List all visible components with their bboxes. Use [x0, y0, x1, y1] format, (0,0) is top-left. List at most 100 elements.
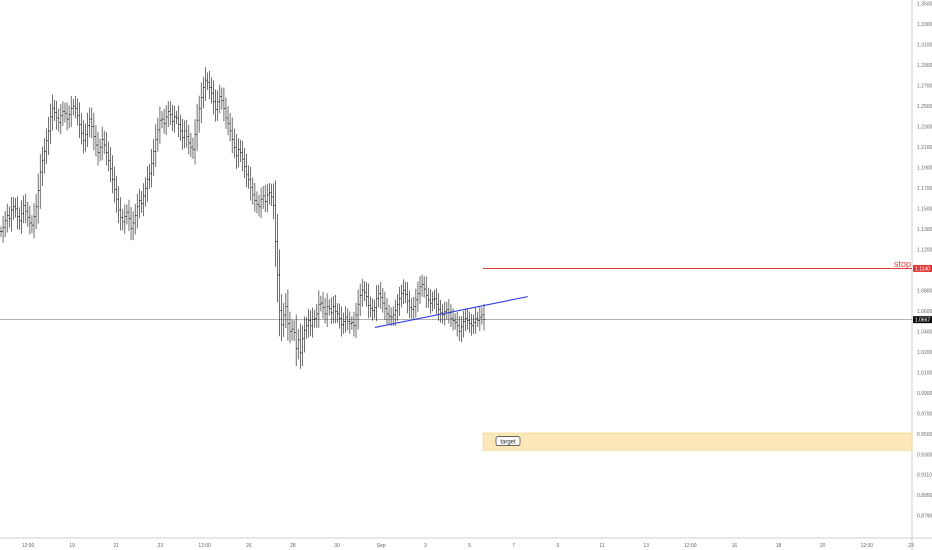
ohlc-bar [187, 124, 190, 155]
y-tick-label: 0.9700 [917, 411, 932, 417]
ohlc-bar [55, 100, 58, 130]
ohlc-bar [390, 307, 393, 326]
ohlc-bar [344, 306, 347, 333]
ohlc-bar [456, 312, 459, 337]
y-tick-label: 1.2100 [917, 145, 932, 151]
ohlc-bar [367, 283, 370, 319]
ohlc-bar [414, 288, 417, 318]
ohlc-bar [183, 120, 186, 149]
ohlc-bar [336, 303, 339, 323]
y-tick-label: 1.1900 [917, 166, 932, 172]
ohlc-bar [340, 306, 343, 337]
ohlc-bar [78, 102, 81, 139]
x-tick-label: Sep [377, 543, 386, 549]
trendline[interactable] [374, 296, 528, 328]
ohlc-bar [474, 306, 477, 334]
ohlc-bar [429, 289, 432, 314]
ohlc-bar [214, 89, 217, 122]
ohlc-bar [482, 303, 486, 331]
y-tick-label: 1.0100 [917, 370, 932, 376]
ohlc-bar [6, 203, 9, 233]
x-tick-label: 11 [599, 543, 604, 549]
ohlc-bar [74, 95, 77, 119]
ohlc-bar [375, 285, 378, 322]
ohlc-bar [148, 163, 151, 190]
ohlc-bar [321, 291, 325, 319]
ohlc-bar [101, 126, 104, 161]
ohlc-bar [57, 108, 60, 132]
ohlc-bar [410, 297, 413, 320]
ohlc-bar [210, 77, 213, 104]
ohlc-bar [208, 70, 211, 100]
target-label[interactable]: target [495, 436, 521, 447]
ohlc-bar [385, 298, 389, 325]
ohlc-bar [37, 173, 40, 224]
ohlc-bar [323, 298, 327, 324]
ohlc-bar [239, 139, 242, 163]
ohlc-bar [400, 284, 403, 308]
ohlc-bar [423, 276, 426, 298]
x-tick-label: 5 [468, 543, 471, 549]
ohlc-bar [68, 105, 71, 129]
ohlc-bar [315, 304, 318, 329]
ohlc-bar [41, 146, 44, 186]
ohlc-bar [387, 304, 391, 326]
ohlc-bar [129, 206, 133, 241]
ohlc-bar [220, 87, 223, 110]
ohlc-bar [47, 116, 50, 155]
ohlc-bar [49, 103, 52, 145]
ohlc-bar [293, 320, 296, 342]
ohlc-bar [127, 199, 131, 232]
ohlc-bar [472, 314, 475, 334]
y-tick-label: 1.1200 [917, 247, 932, 253]
ohlc-bar [245, 153, 248, 188]
ohlc-bar [229, 113, 232, 142]
ohlc-bar [268, 182, 271, 205]
ohlc-bar [356, 289, 360, 330]
ohlc-bar [408, 290, 411, 318]
ohlc-bar [171, 104, 174, 132]
ohlc-bar [216, 90, 219, 121]
x-tick-label: 12:00 [861, 543, 874, 549]
ohlc-bar [158, 106, 162, 144]
ohlc-bar [431, 291, 434, 312]
x-tick-label: 23 [908, 543, 914, 549]
ohlc-bar [396, 294, 399, 321]
ohlc-bar [280, 294, 283, 342]
ohlc-bar [119, 197, 122, 231]
ohlc-bar [284, 293, 287, 329]
ohlc-bar [134, 204, 137, 235]
ohlc-bar [458, 316, 461, 341]
ohlc-bar [45, 128, 48, 164]
ohlc-bar [354, 302, 358, 338]
y-tick-label: 1.3100 [917, 43, 932, 49]
ohlc-bar [241, 140, 244, 172]
y-tick-label: 1.2300 [917, 125, 932, 131]
ohlc-bar [16, 196, 19, 230]
ohlc-bar [402, 279, 405, 305]
ohlc-bar [94, 125, 98, 157]
ohlc-bar [18, 207, 21, 230]
ohlc-bar [303, 316, 306, 353]
ohlc-bar [173, 105, 176, 133]
ohlc-bar [394, 299, 397, 326]
y-tick-label: 1.2900 [917, 63, 932, 69]
ohlc-bar [76, 98, 79, 126]
stop-label: stop [894, 259, 911, 269]
y-tick-label: 1.1500 [917, 207, 932, 213]
ohlc-bar [132, 211, 135, 241]
target-zone [482, 432, 913, 451]
ohlc-bar [352, 311, 356, 337]
ohlc-bar [12, 197, 15, 220]
ohlc-bar [338, 303, 341, 329]
ohlc-bar [222, 87, 226, 122]
ohlc-bar [204, 67, 207, 101]
y-axis[interactable]: 1.3500 1.3300 1.3100 1.2900 1.2700 1.2500 1.23… [917, 2, 932, 520]
ohlc-bar [383, 291, 387, 321]
ohlc-bar [142, 183, 145, 217]
ohlc-bar [121, 209, 124, 231]
x-axis[interactable]: 12:00 19 21 23 12:00 26 28 30 Sep 3 5 7 9 11 13 12:00 16… [22, 543, 914, 549]
y-tick-label: 1.2700 [917, 84, 932, 90]
